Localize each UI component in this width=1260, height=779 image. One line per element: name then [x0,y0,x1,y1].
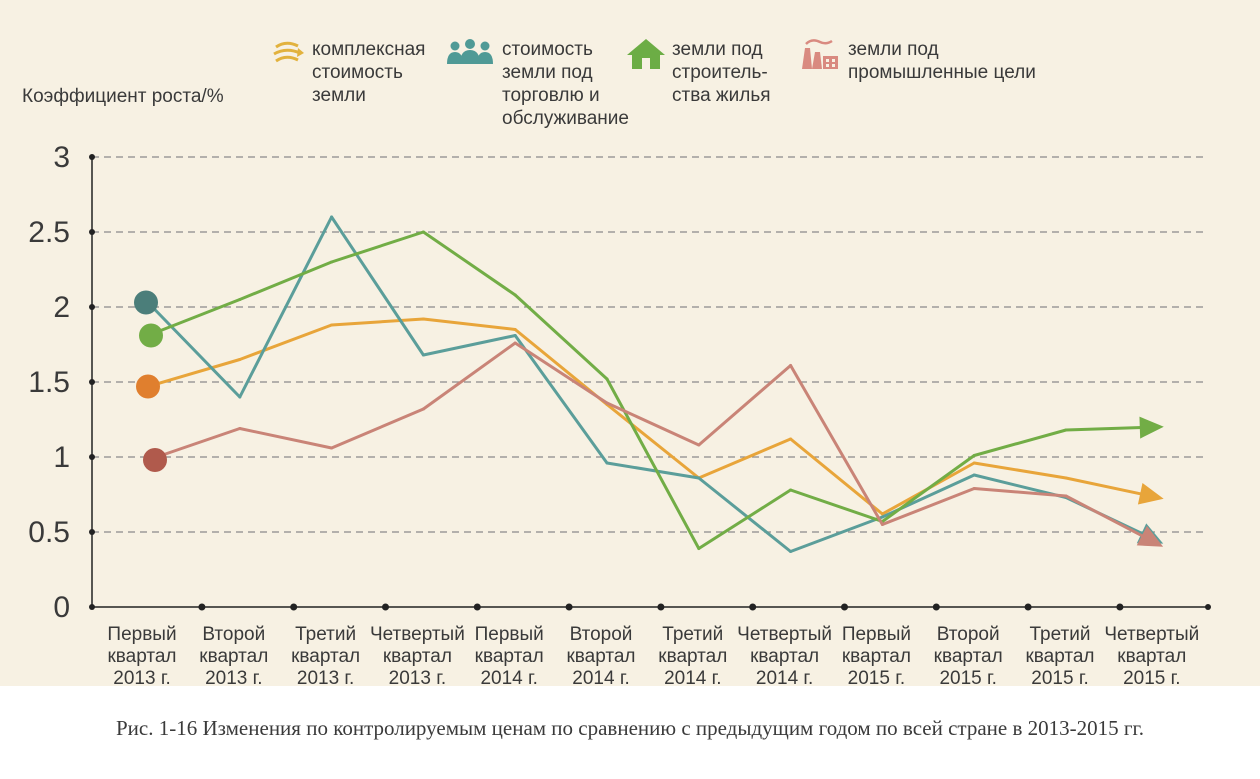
series-line [147,341,1145,538]
series-start-marker [136,374,160,399]
data-point [789,550,793,553]
data-point [238,427,242,430]
x-tick-dot [473,603,481,611]
data-point [789,437,793,441]
data-point [421,353,425,357]
data-point [697,443,701,447]
data-point [972,473,976,477]
y-tick-label: 0 [53,591,70,624]
x-tick-label: Четвертый квартал 2015 г. [1104,624,1199,686]
data-point [513,334,517,337]
data-point [513,341,517,345]
data-point [330,260,334,264]
data-point [238,298,242,301]
data-point [605,401,609,405]
data-point [421,407,425,411]
y-tick-label: 2 [53,291,70,324]
chart-panel [0,0,1260,686]
series-line [147,230,1142,550]
data-point [972,454,976,457]
x-tick-dot [382,603,389,611]
y-tick-label: 1 [53,441,70,474]
people-icon [447,39,493,64]
house-icon [627,39,665,69]
x-tick-dot [290,603,298,611]
data-point [330,323,334,327]
data-point [238,395,242,399]
data-point [697,476,701,480]
factory-icon [802,39,838,69]
data-point [789,364,793,367]
data-point [513,328,517,331]
data-point [880,512,884,516]
legend-item-complex: комплексная стоимость земли [272,38,425,107]
x-tick-label: Первый квартал 2013 г. [107,624,176,686]
legend-item-industry: земли под промышленные цели [798,38,1036,84]
series-end-arrow [1139,416,1164,439]
x-tick-label: Второй квартал 2014 г. [566,624,635,686]
x-tick-label: Первый квартал 2014 г. [475,624,544,686]
data-point [880,515,884,519]
series-line [146,215,1144,553]
data-point [513,293,517,297]
x-tick-dot [565,603,573,611]
x-tick-label: Второй квартал 2013 г. [199,624,268,686]
x-tick-label: Третий квартал 2014 г. [658,624,727,686]
series-end-arrow [1136,525,1164,547]
series-start-marker [143,448,167,472]
data-point [1064,494,1068,498]
x-tick-dot [749,603,757,611]
arrows-icon [273,41,304,63]
figure-caption: Рис. 1-16 Изменения по контролируемым це… [116,716,1144,740]
data-point [697,547,701,550]
x-tick-label: Третий квартал 2015 г. [1025,624,1094,686]
data-point [880,523,884,526]
series-end-arrow [1137,483,1164,505]
y-tick-label: 3 [53,141,70,174]
series-line [147,317,1143,516]
data-point [330,215,334,219]
x-tick-label: Второй квартал 2015 г. [934,624,1003,686]
data-point [238,358,242,361]
data-point [1064,476,1068,480]
legend-label: земли под строитель- ства жилья [672,39,771,106]
x-axis-end-dot [1205,604,1211,610]
x-tick-label: Четвертый квартал 2013 г. [370,624,465,686]
data-point [421,230,425,234]
legend-item-trade: стоимость земли под торговлю и обслужива… [444,38,629,130]
x-tick-dot [198,603,206,611]
y-tick-label: 1.5 [28,366,70,399]
x-tick-label: Первый квартал 2015 г. [842,624,911,686]
data-point [972,487,976,490]
line-chart: 0 0.5 1 1.5 2 2.5 3 Первый квартал 2013 г. Второй к… [28,141,1211,686]
x-tick-label: Четвертый квартал 2014 г. [737,624,832,686]
x-tick-dot [841,603,848,611]
y-tick-label: 2.5 [28,216,70,249]
data-point [605,461,609,465]
data-point [421,317,425,321]
y-tick-label: 0.5 [28,516,70,549]
data-point [605,377,609,381]
data-point [330,446,334,450]
data-point [789,488,793,492]
x-tick-dot [932,603,940,611]
x-tick-dot [1116,603,1124,611]
data-point [972,461,976,465]
y-axis-label: Коэффициент роста/% [22,86,224,107]
series-start-marker [134,290,158,315]
series-start-marker [139,323,163,348]
legend-label: комплексная стоимость земли [312,39,426,106]
x-tick-dot [657,603,665,611]
x-tick-dot [1024,603,1032,611]
legend-label: земли под промышленные цели [848,39,1036,83]
legend-label: стоимость земли под торговлю и обслужива… [502,39,629,129]
data-point [1064,428,1068,432]
legend-item-housing: земли под строитель- ства жилья [626,38,771,107]
x-tick-label: Третий квартал 2013 г. [291,624,360,686]
